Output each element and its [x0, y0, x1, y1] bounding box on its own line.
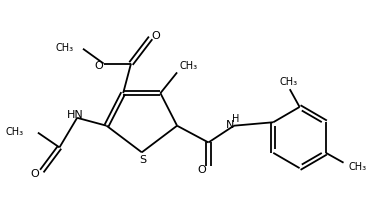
Text: S: S — [139, 155, 147, 165]
Text: CH₃: CH₃ — [179, 61, 197, 71]
Text: N: N — [226, 120, 234, 130]
Text: H: H — [232, 114, 239, 124]
Text: CH₃: CH₃ — [348, 162, 366, 172]
Text: CH₃: CH₃ — [5, 127, 23, 137]
Text: O: O — [151, 31, 160, 41]
Text: O: O — [94, 61, 103, 71]
Text: HN: HN — [67, 110, 84, 120]
Text: CH₃: CH₃ — [55, 43, 73, 53]
Text: O: O — [31, 169, 39, 179]
Text: CH₃: CH₃ — [280, 77, 298, 87]
Text: O: O — [197, 165, 206, 175]
